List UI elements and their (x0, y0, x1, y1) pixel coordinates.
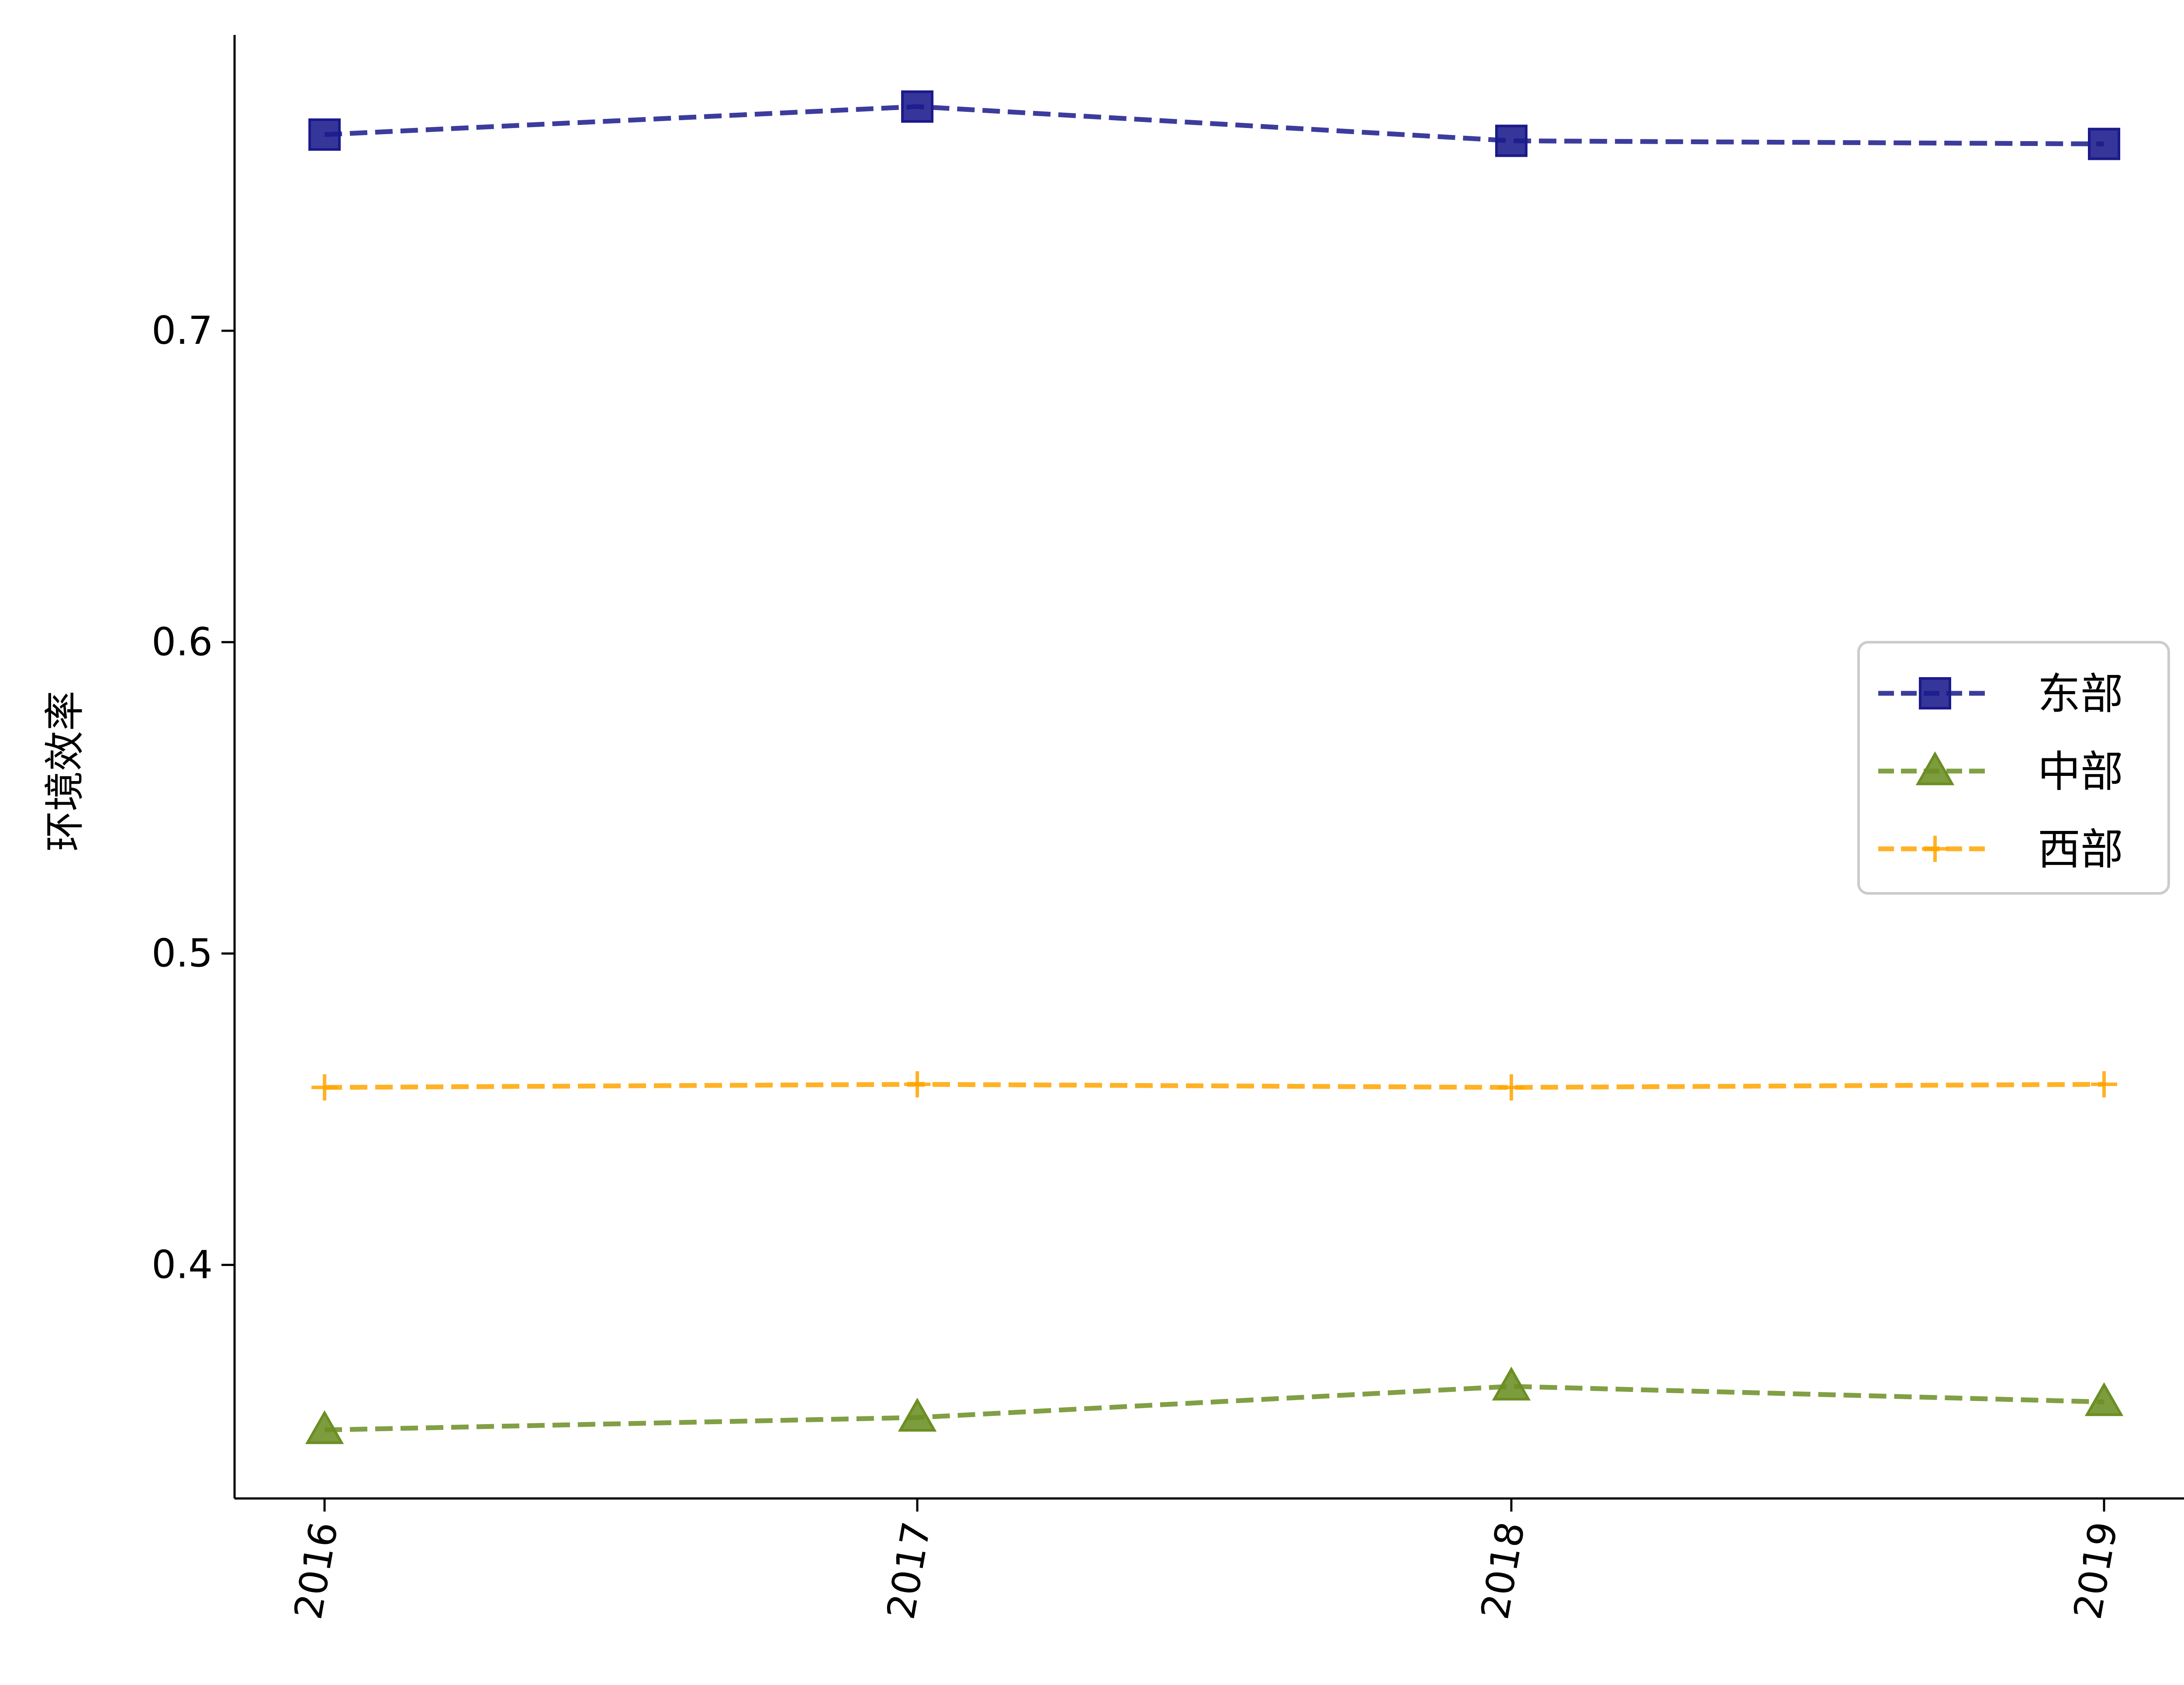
y-ticks: 0.4 0.5 0.6 0.7 (152, 308, 235, 1287)
data-point (901, 90, 933, 123)
series-line (324, 104, 2105, 146)
series-2 (305, 1367, 2124, 1444)
legend-marker (1922, 836, 1948, 862)
y-axis-label: 环境效率 (41, 691, 88, 851)
series-layer (305, 90, 2124, 1444)
data-point (2084, 1382, 2124, 1416)
series-3 (311, 1071, 2117, 1101)
y-tick-label: 0.6 (152, 619, 213, 664)
data-point (1492, 1367, 1531, 1401)
y-tick-label: 0.4 (152, 1242, 213, 1287)
data-point (1498, 1074, 1524, 1101)
legend-marker (1915, 751, 1955, 785)
legend-label: 东部 (2038, 669, 2123, 719)
legend-label: 中部 (2038, 747, 2123, 797)
series-1 (308, 90, 2120, 160)
data-point (1495, 125, 1527, 157)
data-point (2091, 1071, 2117, 1098)
legend-marker (1919, 677, 1951, 709)
y-tick-label: 0.7 (152, 308, 213, 353)
data-point (904, 1071, 930, 1098)
legend-entry: 西部 (1878, 825, 2123, 875)
y-tick-label: 0.5 (152, 931, 213, 976)
data-point (898, 1398, 937, 1432)
legend-entry: 中部 (1878, 747, 2123, 797)
data-point (308, 118, 341, 151)
legend-entry: 东部 (1878, 669, 2123, 719)
axes (233, 35, 2184, 1500)
data-point (311, 1074, 338, 1101)
legend-label: 西部 (2038, 825, 2123, 875)
data-point (2088, 128, 2120, 160)
series-line (324, 1082, 2105, 1090)
series-line (324, 1384, 2105, 1432)
data-point (305, 1410, 344, 1444)
